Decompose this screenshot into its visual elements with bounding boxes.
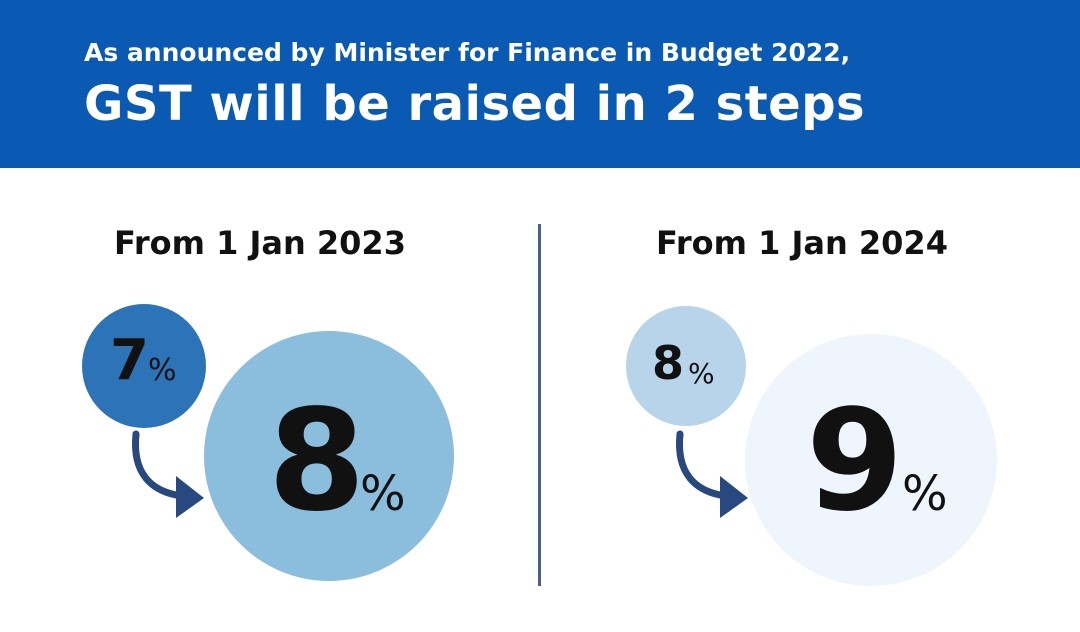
step2-date-label: From 1 Jan 2024 — [656, 224, 948, 262]
curved-arrow-icon — [676, 430, 748, 518]
curved-arrow-icon — [132, 430, 204, 518]
step1-old-rate-percent: % — [148, 353, 177, 388]
step1-new-rate-circle — [204, 331, 454, 581]
header-subtitle: As announced by Minister for Finance in … — [84, 38, 851, 67]
header-title: GST will be raised in 2 steps — [84, 76, 866, 132]
center-divider — [538, 224, 541, 586]
header-banner: As announced by Minister for Finance in … — [0, 0, 1080, 168]
step2-new-rate-circle — [745, 334, 997, 586]
step1-date-label: From 1 Jan 2023 — [114, 224, 406, 262]
step2-new-rate-value: 9 — [806, 380, 904, 543]
step1-old-rate-circle — [82, 304, 206, 428]
step2-new-rate-percent: % — [902, 466, 948, 522]
step2-old-rate-value: 8 — [652, 336, 685, 390]
step1-new-rate-percent: % — [360, 466, 406, 522]
step1-new-rate-value: 8 — [268, 380, 366, 543]
step2-old-rate-circle — [626, 306, 746, 426]
step2-old-rate-percent: % — [688, 357, 715, 390]
step1-old-rate-value: 7 — [110, 328, 149, 393]
